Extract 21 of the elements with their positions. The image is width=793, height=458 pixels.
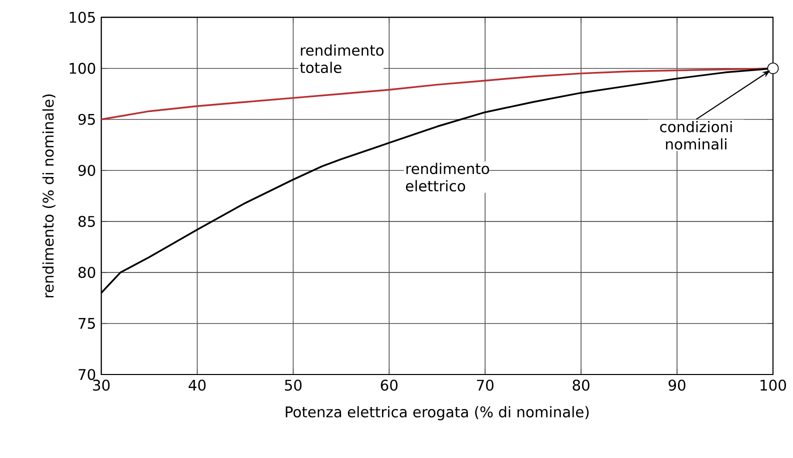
x-tick-label: 30 bbox=[93, 379, 110, 391]
x-tick-label: 80 bbox=[572, 379, 590, 391]
y-tick-label: 90 bbox=[78, 164, 96, 176]
y-tick-label: 85 bbox=[78, 216, 95, 227]
series-label: rendimento totale bbox=[300, 44, 384, 73]
x-tick-label: 60 bbox=[380, 379, 398, 391]
y-axis-title: rendimento (% di nominale) bbox=[42, 94, 56, 298]
x-tick-label: 40 bbox=[188, 379, 206, 391]
annotation: condizioni nominali bbox=[660, 120, 732, 150]
y-tick-label: 95 bbox=[78, 114, 95, 125]
y-tick-label: 75 bbox=[78, 318, 95, 329]
y-tick-label: 70 bbox=[78, 368, 96, 380]
x-tick-label: 100 bbox=[760, 379, 786, 391]
y-tick-label: 105 bbox=[70, 12, 95, 23]
x-tick-label: 90 bbox=[668, 379, 686, 391]
y-tick-label: 80 bbox=[78, 266, 96, 278]
y-tick-label: 100 bbox=[70, 62, 96, 74]
x-tick-label: 50 bbox=[285, 379, 302, 391]
x-axis-title: Potenza elettrica erogata (% di nominale) bbox=[286, 406, 589, 420]
x-tick-label: 70 bbox=[477, 379, 494, 391]
series-label: rendimento elettrico bbox=[406, 162, 490, 192]
